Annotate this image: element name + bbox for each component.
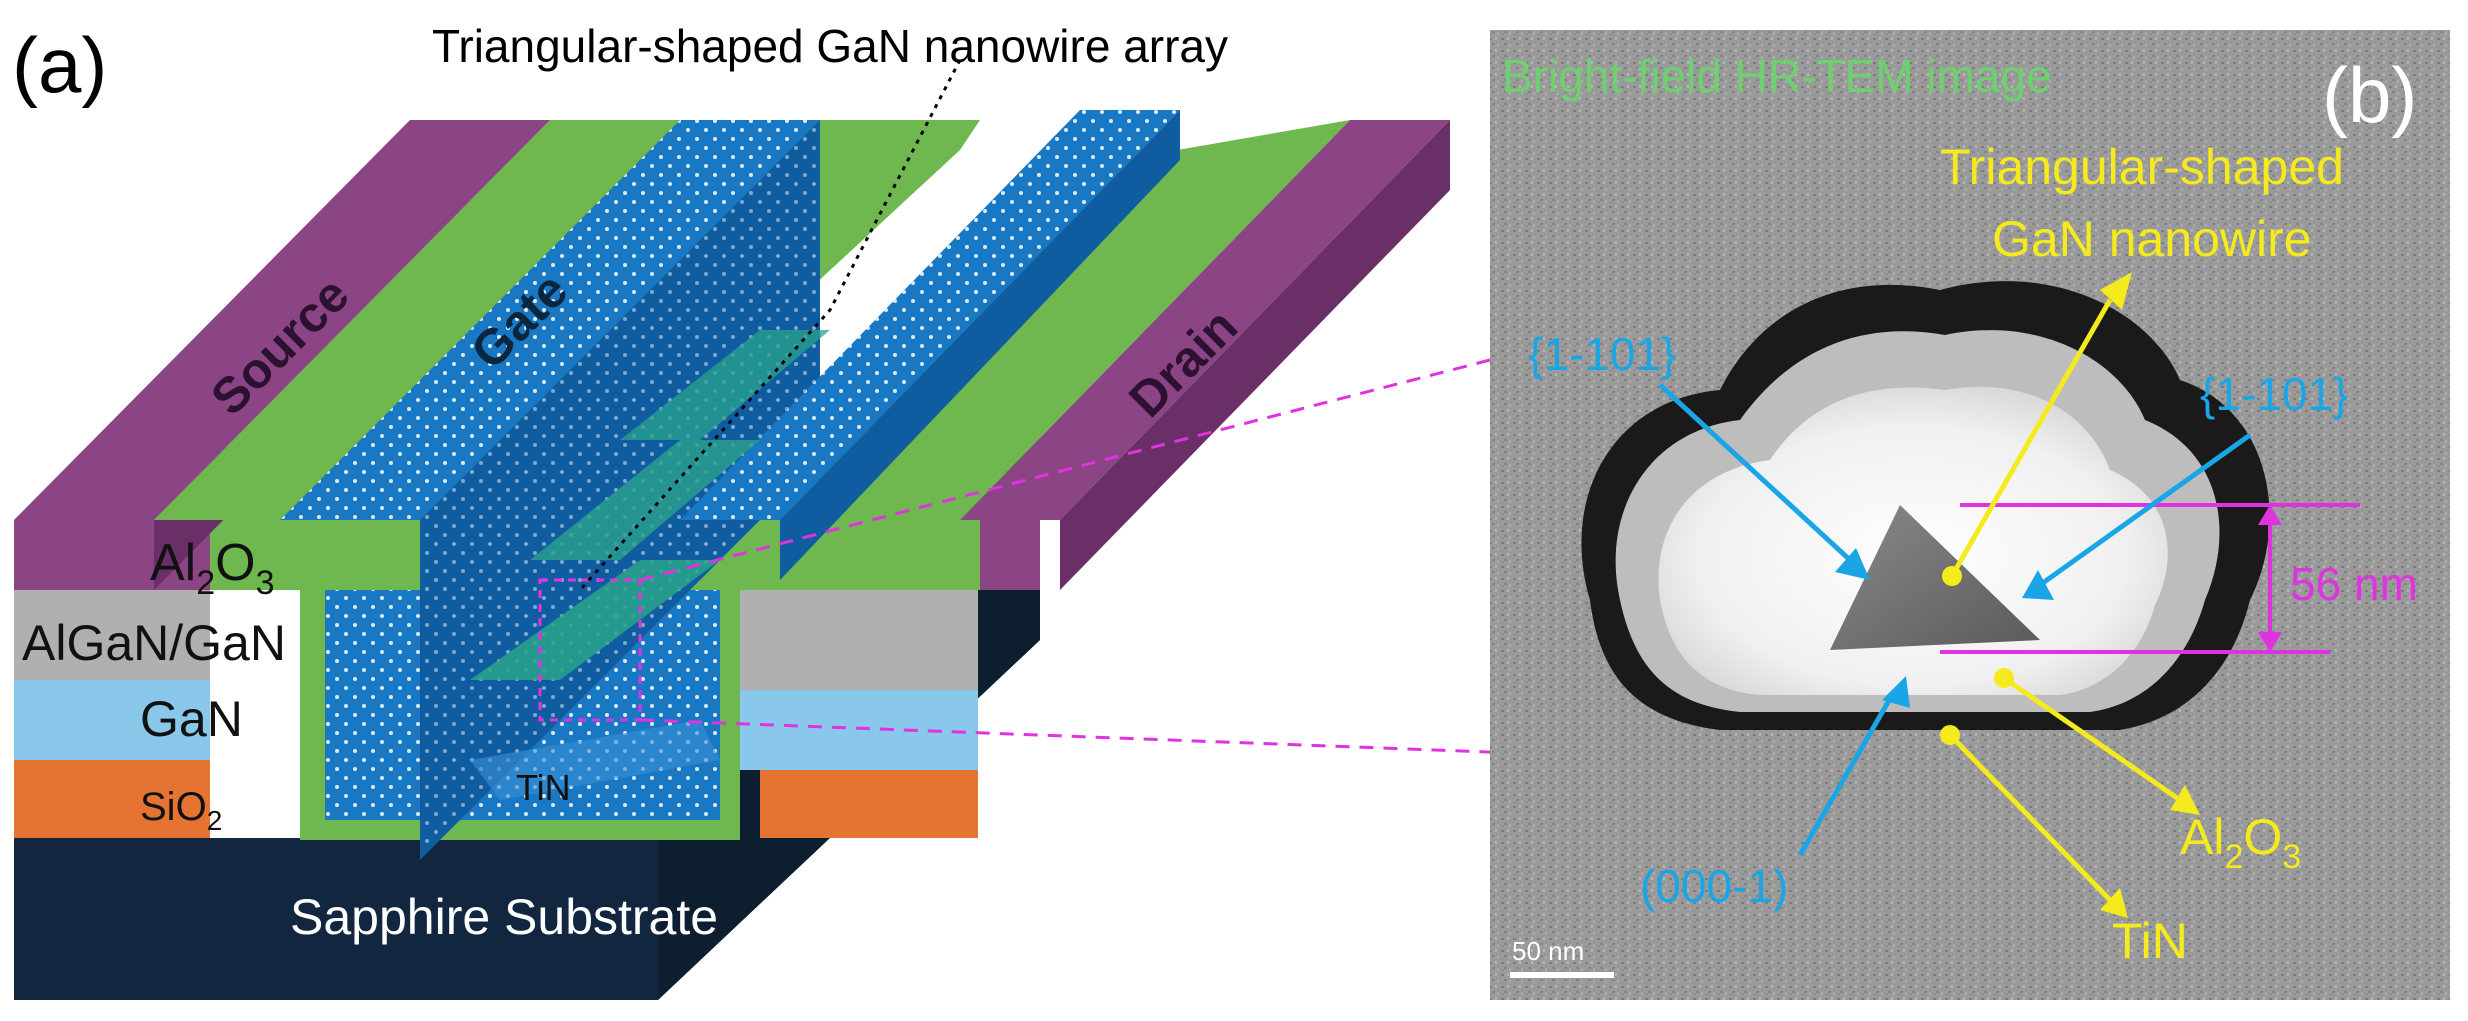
- nanowire-arrow: [1949, 298, 2113, 578]
- tin-dot: [1940, 725, 1960, 745]
- height-arrow-head-top: [2258, 505, 2282, 525]
- nanowire-label-line2: GaN nanowire: [1992, 211, 2312, 267]
- gan-label: GaN: [140, 691, 243, 747]
- facet-right-arrow: [2038, 432, 2252, 588]
- height-label: 56 nm: [2290, 558, 2418, 610]
- oxide-label: Al2O3: [2180, 809, 2301, 876]
- facet-bottom-arrow-head: [1882, 676, 1910, 708]
- gan-front-left: [14, 680, 210, 760]
- sio2-label: SiO2: [140, 785, 222, 836]
- source-top: [14, 120, 550, 520]
- device-schematic: [14, 59, 1701, 1000]
- nanowire-1: [470, 560, 720, 680]
- zoom-line-bottom: [639, 718, 1701, 762]
- oxide-arrow: [2002, 675, 2182, 803]
- oxide-arrow-head: [2170, 785, 2200, 815]
- facet-left-arrow: [1658, 383, 1852, 562]
- facet-bottom-label: (000-1): [1640, 860, 1788, 912]
- drain-side: [1060, 120, 1450, 590]
- nanowire-triangle: [1830, 505, 2040, 650]
- tin-arrow: [1948, 733, 2112, 902]
- tin-arrow-head: [2100, 888, 2128, 918]
- title-pointer: [578, 59, 962, 591]
- gate-side-right: [780, 110, 1180, 580]
- facet-left-label: {1-101}: [1528, 328, 1676, 380]
- tin-label: TiN: [516, 767, 571, 808]
- substrate-label: Sapphire Substrate: [290, 889, 718, 945]
- panel-a-label: (a): [12, 21, 107, 109]
- scale-bar-label: 50 nm: [1512, 936, 1584, 966]
- nanowire-3: [620, 330, 830, 440]
- algan-front-right: [740, 590, 978, 690]
- gan-front-right: [740, 690, 978, 770]
- tin-floor: [470, 720, 720, 800]
- height-arrow-head-bottom: [2258, 632, 2282, 652]
- panel-b-title: Bright-field HR-TEM image: [1502, 50, 2052, 102]
- tem-image: [1490, 30, 2450, 1000]
- oxide-dot: [1994, 668, 2014, 688]
- algan-gan-label: AlGaN/GaN: [22, 615, 286, 671]
- algan-front-left: [14, 590, 210, 680]
- zoom-line-top: [639, 358, 1491, 582]
- nanowire-arrow-head: [2100, 272, 2132, 310]
- al2o3-label: Al2O3: [150, 534, 275, 602]
- panel-b-label: (b): [2322, 51, 2417, 139]
- nanowire-2: [530, 440, 760, 560]
- facet-right-label: {1-101}: [2200, 368, 2348, 420]
- facet-left-arrow-head: [1835, 548, 1870, 580]
- panel-a-title: Triangular-shaped GaN nanowire array: [432, 20, 1228, 72]
- facet-bottom-arrow: [1797, 688, 1898, 857]
- sio2-front-left: [14, 760, 210, 838]
- tin-label-b: TiN: [2112, 913, 2188, 969]
- drain-top: [960, 120, 1450, 520]
- nanowire-label-line1: Triangular-shaped: [1940, 139, 2344, 195]
- sio2-front-right: [760, 760, 978, 838]
- nanowire-dot: [1942, 566, 1962, 586]
- scale-bar: [1510, 972, 1614, 978]
- facet-right-arrow-head: [2022, 570, 2054, 600]
